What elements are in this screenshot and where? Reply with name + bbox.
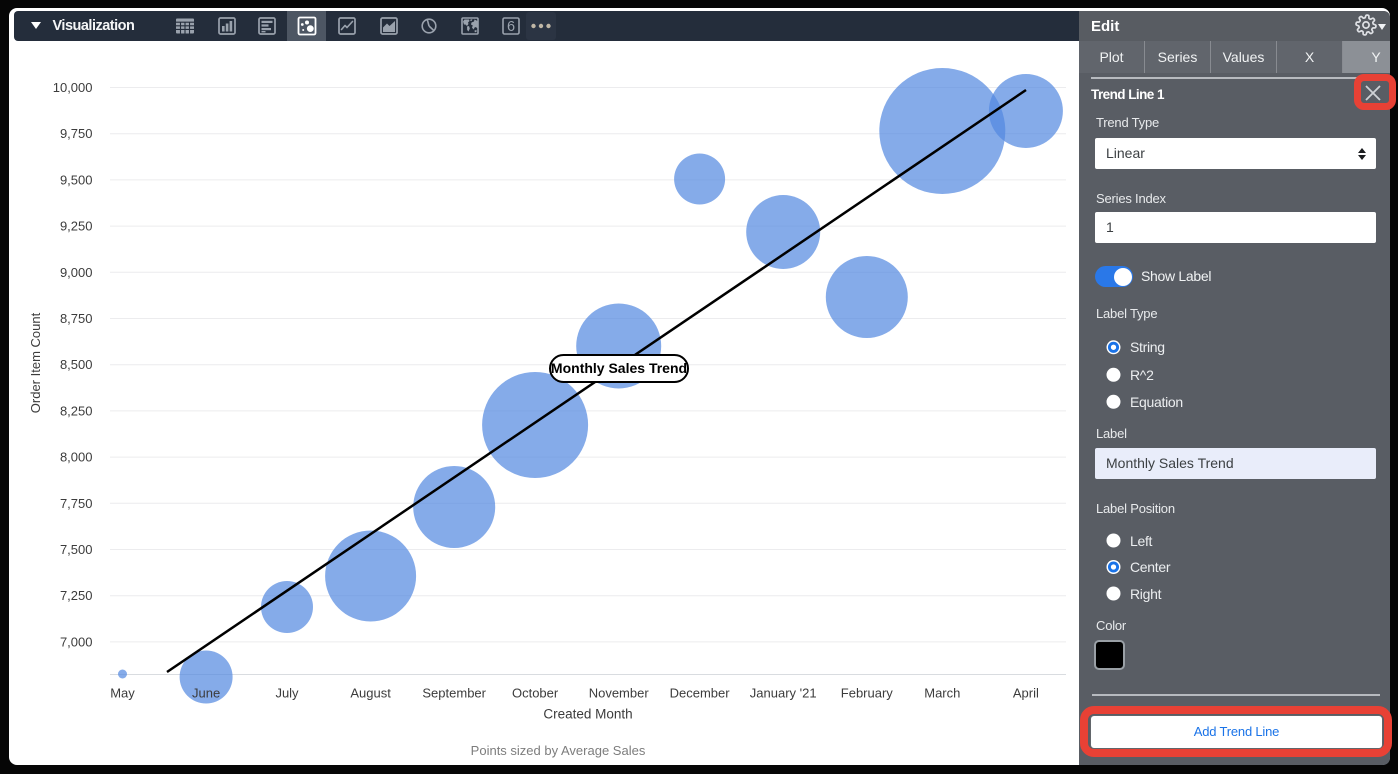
svg-text:8,000: 8,000 — [60, 450, 93, 465]
svg-text:7,750: 7,750 — [60, 496, 93, 511]
svg-text:8,250: 8,250 — [60, 403, 93, 418]
svg-text:6: 6 — [507, 19, 515, 35]
svg-text:Order Item Count: Order Item Count — [28, 312, 43, 413]
svg-text:Points sized by Average Sales: Points sized by Average Sales — [471, 743, 646, 758]
svg-text:Created Month: Created Month — [543, 707, 632, 722]
svg-text:June: June — [192, 686, 220, 701]
svg-text:August: August — [350, 686, 391, 701]
svg-text:November: November — [589, 686, 650, 701]
svg-text:October: October — [512, 686, 559, 701]
svg-text:April: April — [1013, 686, 1039, 701]
svg-text:January '21: January '21 — [750, 686, 817, 701]
svg-text:May: May — [110, 686, 135, 701]
svg-text:February: February — [841, 686, 894, 701]
svg-text:8,750: 8,750 — [60, 311, 93, 326]
svg-text:Monthly Sales Trend: Monthly Sales Trend — [551, 360, 687, 376]
svg-text:March: March — [924, 686, 960, 701]
svg-text:September: September — [422, 686, 486, 701]
svg-text:9,000: 9,000 — [60, 265, 93, 280]
svg-text:9,250: 9,250 — [60, 219, 93, 234]
svg-text:December: December — [670, 686, 731, 701]
svg-text:9,500: 9,500 — [60, 172, 93, 187]
svg-text:9,750: 9,750 — [60, 126, 93, 141]
svg-text:7,500: 7,500 — [60, 542, 93, 557]
svg-text:7,000: 7,000 — [60, 634, 93, 649]
svg-text:July: July — [275, 686, 299, 701]
svg-text:10,000: 10,000 — [53, 80, 93, 95]
svg-text:7,250: 7,250 — [60, 588, 93, 603]
svg-text:8,500: 8,500 — [60, 357, 93, 372]
